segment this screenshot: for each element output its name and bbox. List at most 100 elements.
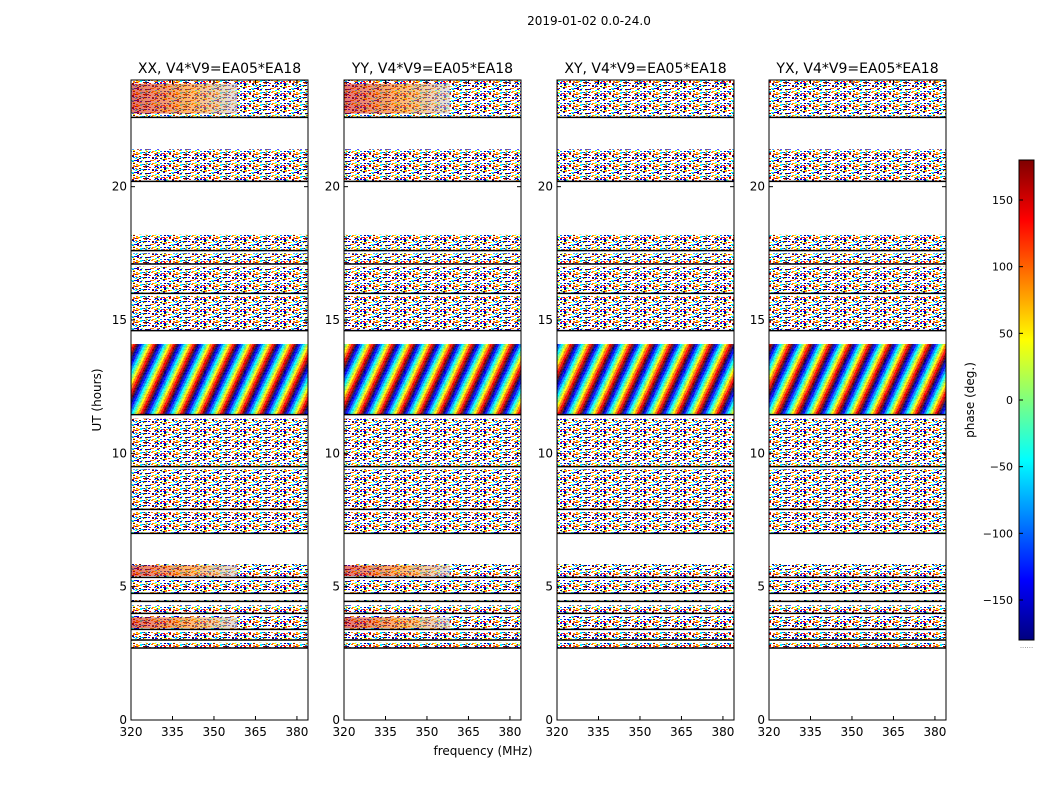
x-tick-label: 320 — [758, 725, 781, 739]
panel-xy: XY, V4*V9=EA05*EA18 320 335 350 365 380 0 5 10 15… — [538, 61, 735, 739]
data-block — [557, 580, 734, 594]
x-tick-label: 365 — [670, 725, 693, 739]
y-tick-label: 20 — [325, 180, 340, 194]
data-block — [557, 616, 734, 630]
data-block — [557, 605, 734, 614]
x-tick-label: 380 — [923, 725, 946, 739]
data-block — [557, 632, 734, 640]
data-block — [557, 253, 734, 264]
strong-phase-band — [131, 617, 238, 628]
data-block — [769, 266, 946, 294]
data-block — [131, 469, 308, 510]
y-tick-label: 5 — [757, 580, 765, 594]
data-block — [131, 642, 308, 648]
y-tick-label: 5 — [545, 580, 553, 594]
x-tick-label: 350 — [203, 725, 226, 739]
axes-frame — [768, 79, 947, 721]
data-block — [344, 149, 521, 182]
data-block — [557, 469, 734, 510]
fringe-band — [344, 344, 521, 415]
data-block — [769, 296, 946, 331]
data-block — [769, 564, 946, 578]
panel-yy: YY, V4*V9=EA05*EA18 320 335 350 365 380 0 5 10 15… — [325, 61, 522, 739]
data-block — [769, 234, 946, 251]
colorbar-tick-label: −50 — [990, 461, 1013, 474]
colorbar-tick-label: −150 — [983, 594, 1013, 607]
colorbar-tick-label: 0 — [1006, 394, 1013, 407]
data-block — [344, 266, 521, 294]
data-block — [769, 605, 946, 614]
x-tick-label: 335 — [161, 725, 184, 739]
colorbar-tick-label: −100 — [983, 527, 1013, 540]
y-tick-label: 15 — [538, 313, 553, 327]
x-tick-label: 380 — [285, 725, 308, 739]
x-tick-label: 365 — [882, 725, 905, 739]
strong-phase-band — [344, 83, 451, 114]
data-block — [131, 605, 308, 614]
y-tick-label: 0 — [757, 713, 765, 727]
data-block — [557, 234, 734, 251]
y-axis-label: UT (hours) — [90, 368, 104, 431]
fringe-band — [131, 344, 308, 415]
y-tick-label: 0 — [119, 713, 127, 727]
figure-suptitle: 2019-01-02 0.0-24.0 — [527, 14, 651, 28]
x-tick-label: 380 — [711, 725, 734, 739]
y-tick-label: 20 — [112, 180, 127, 194]
strong-phase-band — [131, 565, 238, 576]
colorbar-tick-label: 100 — [992, 261, 1013, 274]
x-tick-label: 350 — [629, 725, 652, 739]
data-block — [131, 234, 308, 251]
x-tick-label: 320 — [333, 725, 356, 739]
y-tick-label: 20 — [538, 180, 553, 194]
x-tick-label: 365 — [457, 725, 480, 739]
data-block — [344, 234, 521, 251]
data-block — [557, 564, 734, 578]
data-block — [557, 80, 734, 118]
y-tick-label: 15 — [325, 313, 340, 327]
colorbar-label: phase (deg.) — [963, 362, 977, 438]
colorbar-tick-label: 150 — [992, 194, 1013, 207]
y-tick-label: 10 — [112, 446, 127, 460]
data-block — [769, 512, 946, 534]
data-block — [769, 616, 946, 630]
colorbar-under-marker: ...... — [1020, 642, 1033, 650]
data-block — [557, 512, 734, 534]
data-block — [131, 580, 308, 594]
data-block — [769, 253, 946, 264]
x-tick-label: 350 — [416, 725, 439, 739]
panel-yx: YX, V4*V9=EA05*EA18 320 335 350 365 380 0 5 10 15… — [750, 61, 947, 739]
data-block — [131, 296, 308, 331]
data-block — [769, 642, 946, 648]
x-tick-label: 365 — [244, 725, 267, 739]
y-tick-label: 15 — [112, 313, 127, 327]
data-block — [557, 642, 734, 648]
y-tick-label: 10 — [325, 446, 340, 460]
data-block — [557, 266, 734, 294]
y-tick-label: 15 — [750, 313, 765, 327]
y-tick-label: 0 — [545, 713, 553, 727]
panel-title: YX, V4*V9=EA05*EA18 — [775, 61, 938, 77]
data-block — [769, 469, 946, 510]
data-block — [769, 80, 946, 118]
strong-phase-band — [344, 565, 451, 576]
x-tick-label: 320 — [120, 725, 143, 739]
y-tick-label: 5 — [119, 580, 127, 594]
data-block — [344, 296, 521, 331]
data-block — [344, 632, 521, 640]
data-block — [344, 512, 521, 534]
y-tick-label: 20 — [750, 180, 765, 194]
panel-title: XY, V4*V9=EA05*EA18 — [564, 61, 726, 77]
data-block — [131, 632, 308, 640]
x-tick-label: 320 — [546, 725, 569, 739]
panel-xx: XX, V4*V9=EA05*EA18 320 335 350 365 380 0 5 10 15… — [112, 61, 309, 739]
x-axis-label: frequency (MHz) — [433, 744, 532, 758]
axes-frame — [556, 79, 735, 721]
data-block — [344, 469, 521, 510]
data-block — [131, 418, 308, 467]
data-block — [344, 418, 521, 467]
x-tick-label: 335 — [374, 725, 397, 739]
panel-title: YY, V4*V9=EA05*EA18 — [351, 61, 513, 77]
data-block — [344, 253, 521, 264]
